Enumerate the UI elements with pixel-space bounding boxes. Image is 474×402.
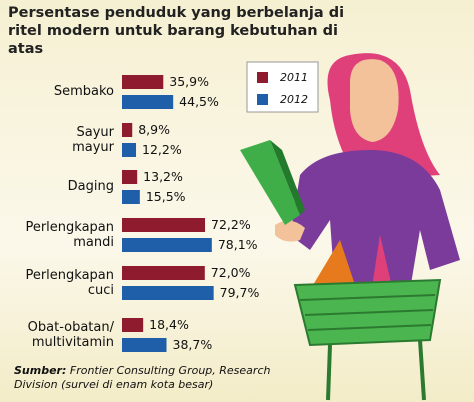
category-label: Sayur mayur xyxy=(72,125,114,155)
bar xyxy=(122,190,140,204)
legend-box xyxy=(246,61,319,113)
bar xyxy=(122,266,205,280)
source-text: Frontier Consulting Group, Research Divi… xyxy=(14,364,271,391)
value-label: 12,2% xyxy=(142,142,182,157)
bar xyxy=(122,170,138,184)
value-label: 15,5% xyxy=(145,189,186,204)
value-label: 72,0% xyxy=(210,265,251,280)
bar xyxy=(122,286,214,300)
value-label: 8,9% xyxy=(138,122,170,137)
value-label: 72,2% xyxy=(211,217,251,232)
value-label: 13,2% xyxy=(143,169,183,184)
value-label: 78,1% xyxy=(217,237,258,252)
bar xyxy=(122,238,212,252)
value-label: 38,7% xyxy=(172,337,213,352)
bar xyxy=(122,143,137,157)
illustration xyxy=(240,53,460,401)
bar xyxy=(122,218,206,232)
legend-swatch xyxy=(257,72,268,83)
bar xyxy=(122,123,133,137)
source-label: Sumber: xyxy=(14,364,67,377)
bar xyxy=(122,338,167,352)
category-label: Obat-obatan/ multivitamin xyxy=(27,320,114,350)
bar xyxy=(122,95,174,109)
value-label: 18,4% xyxy=(149,317,189,332)
source: Sumber: Frontier Consulting Group, Resea… xyxy=(14,364,314,392)
chart-title: Persentase penduduk yang berbelanja di r… xyxy=(8,5,345,57)
legend-label: 2011 xyxy=(280,71,308,84)
value-label: 35,9% xyxy=(169,74,209,89)
category-label: Sembako xyxy=(53,84,114,99)
category-label: Daging xyxy=(67,179,114,194)
legend-label: 2012 xyxy=(280,93,308,106)
value-label: 44,5% xyxy=(179,94,219,109)
bar xyxy=(122,75,164,89)
category-label: Perlengkapan mandi xyxy=(25,220,114,250)
category-label: Perlengkapan cuci xyxy=(25,268,114,298)
bar xyxy=(122,318,144,332)
legend-swatch xyxy=(257,94,268,105)
value-label: 79,7% xyxy=(219,285,260,300)
